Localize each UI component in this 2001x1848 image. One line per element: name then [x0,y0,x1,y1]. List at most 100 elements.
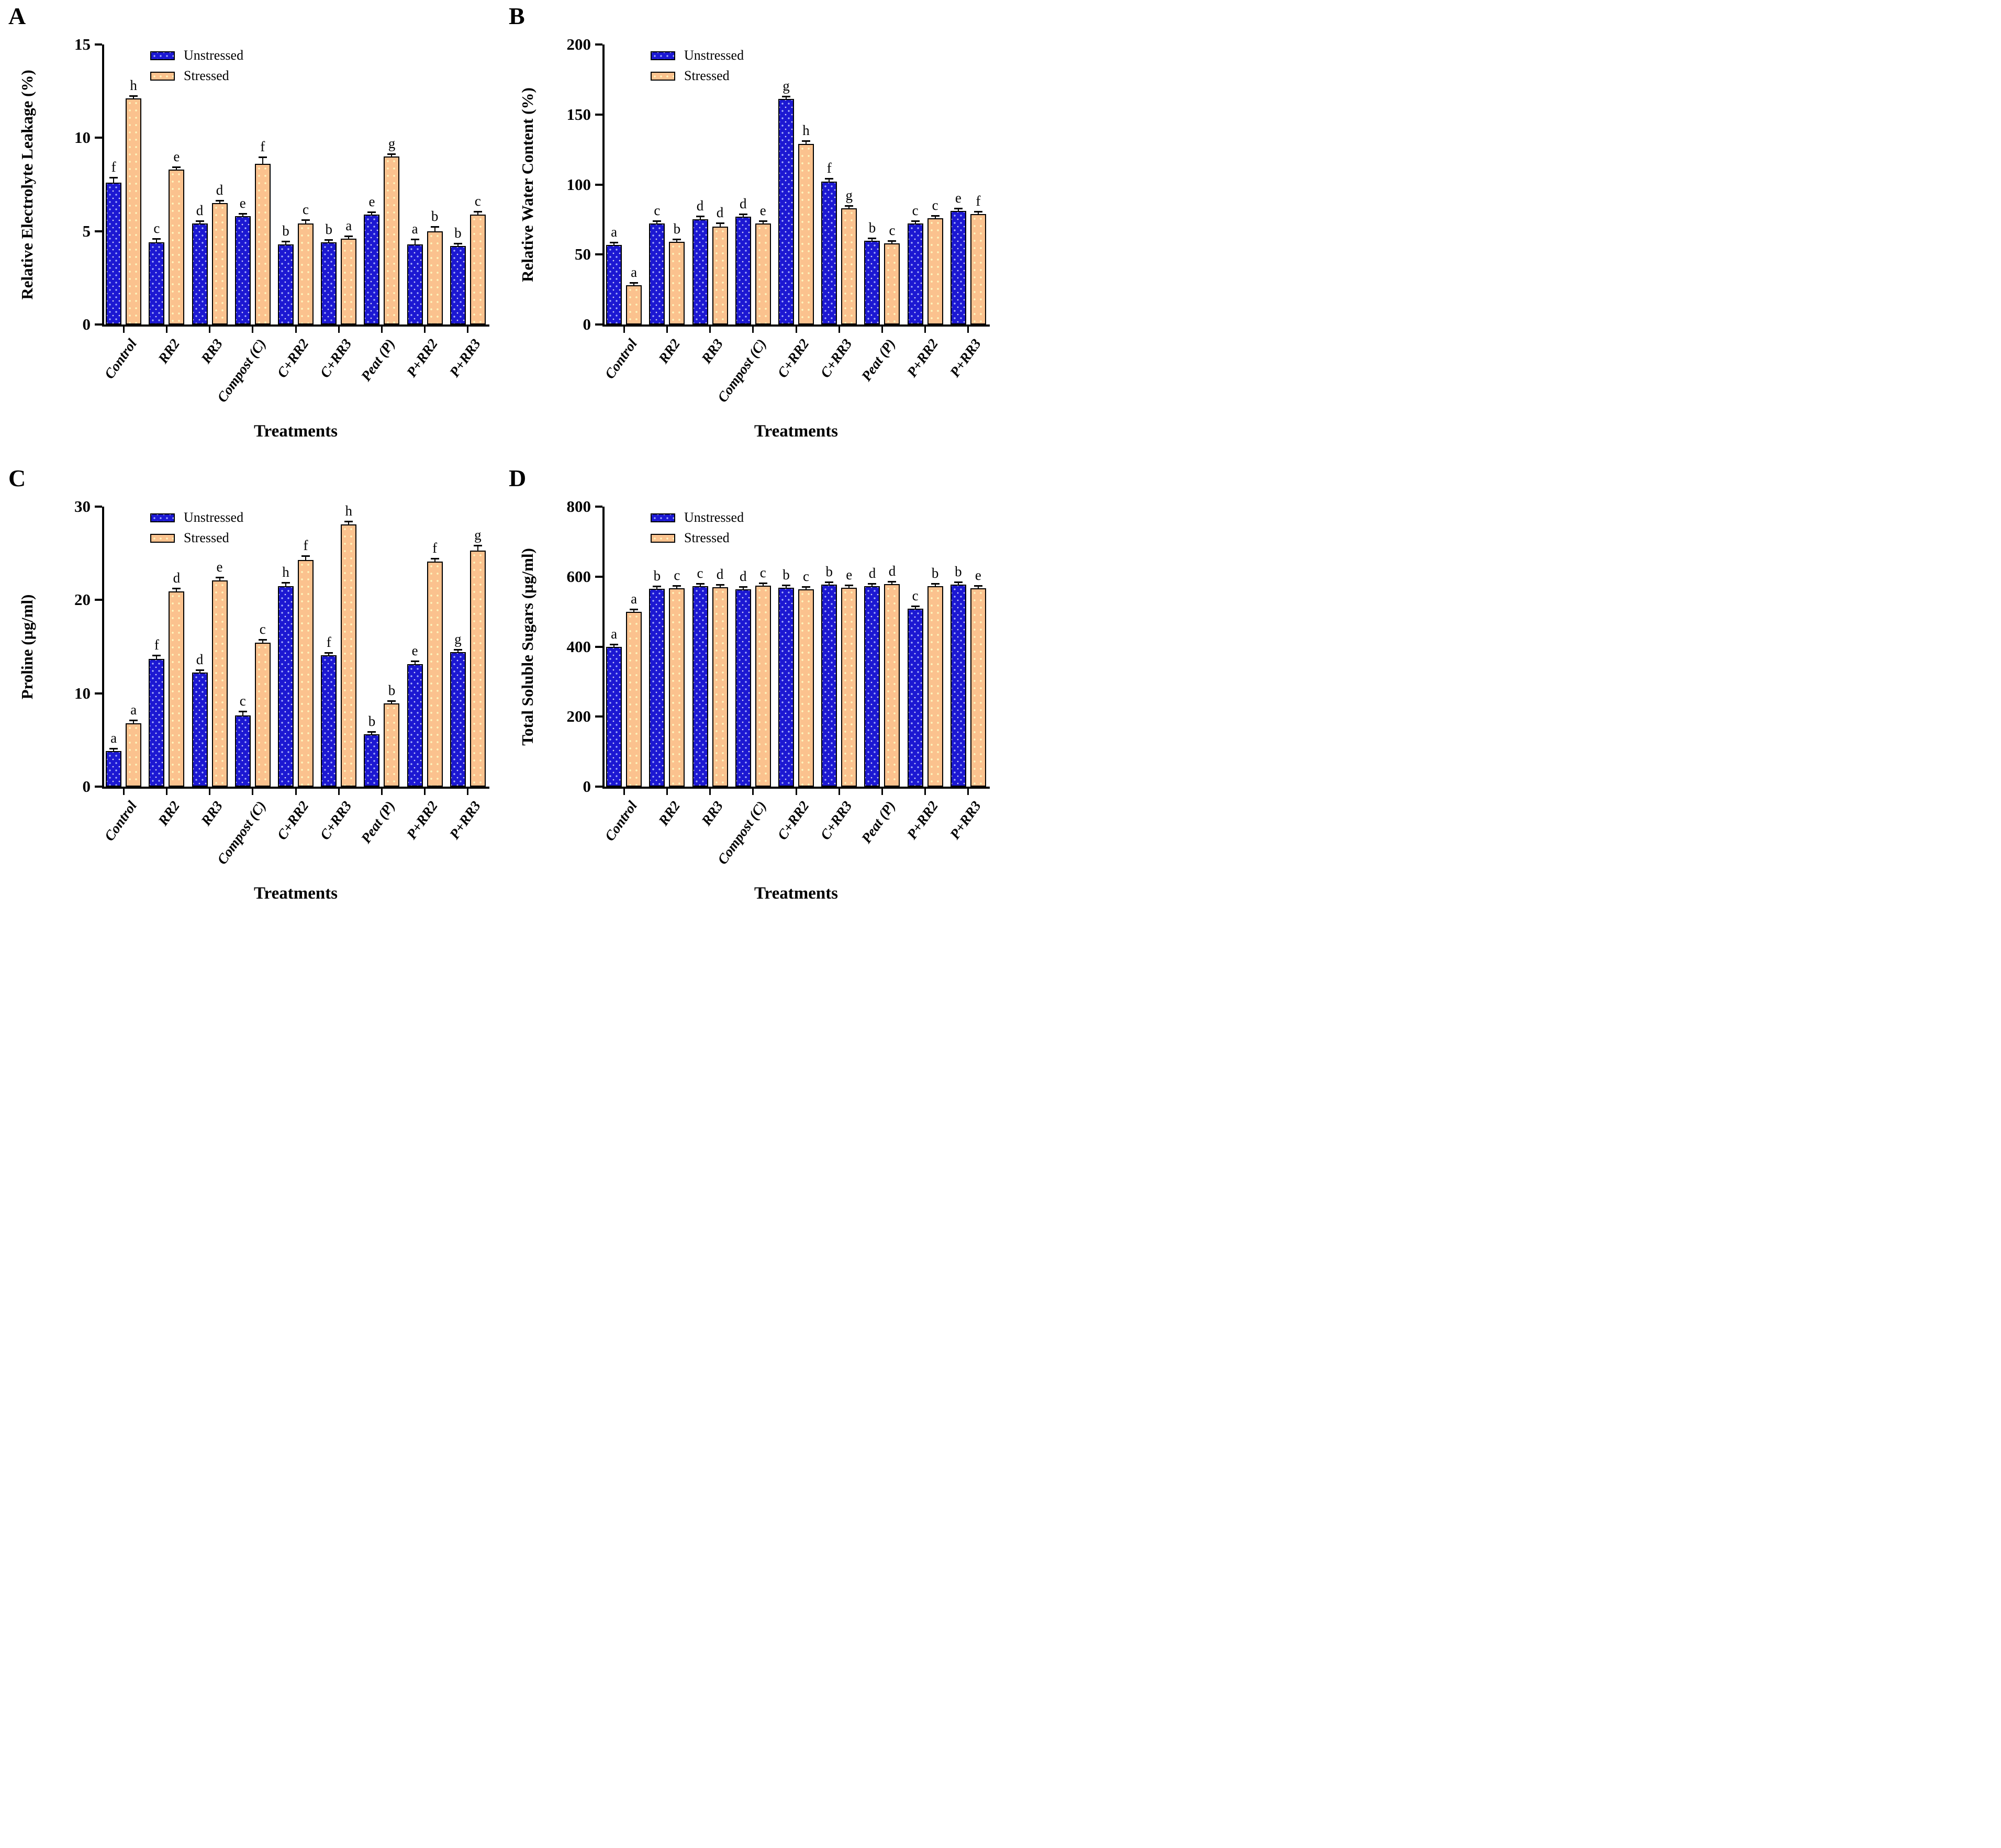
error-bar-stem [613,644,615,647]
error-bar-cap [430,226,439,228]
significance-letter: c [697,565,703,581]
error-bar-stem [914,221,916,224]
bar-stressed [211,203,228,324]
error-bar-stem [891,241,893,243]
error-bar-stem [328,240,330,243]
bar-stressed [341,238,357,324]
error-bar-stem [457,650,459,653]
panel-d: 0 200 400 600 800 Control a a RR2 b c RR3 c d Compost … [500,462,1001,924]
bar-stressed [427,562,443,787]
plot-area-a: 0 5 10 15 Control f h RR2 c e RR3 d d Compost (C) e f C+… [0,0,500,462]
y-tick-mark [95,137,102,139]
y-tick-mark [95,786,102,788]
x-tick-label: C+RR2 [774,798,812,843]
plot-area-c: 0 10 20 30 Control a a RR2 f d RR3 d e Compost (C) c c C… [0,462,500,924]
error-bar-cap [974,585,982,587]
bar-stressed [469,550,486,787]
legend-item-unstressed: Unstressed [651,510,744,525]
legend-item-stressed: Stressed [651,530,744,546]
error-bar-cap [974,210,982,212]
x-tick-label: RR3 [198,798,226,828]
error-bar-stem [457,244,459,247]
error-bar-cap [758,583,767,585]
significance-letter: e [846,567,853,583]
x-tick-mark [838,327,840,333]
legend: Unstressed Stressed [150,48,243,88]
unstressed-swatch-icon [651,513,675,522]
error-bar-stem [871,584,873,586]
legend-label: Unstressed [184,510,244,525]
x-tick-mark [295,327,297,333]
error-bar-cap [868,583,877,585]
bar-unstressed [106,182,122,324]
bar-unstressed [907,609,923,787]
significance-letter: b [931,565,939,581]
error-bar-stem [762,584,764,586]
significance-letter: f [326,634,331,650]
x-tick-label: C+RR2 [774,336,812,381]
bar-stressed [712,587,728,787]
significance-letter: f [154,637,159,653]
error-bar-stem [633,609,635,612]
error-bar-cap [888,581,897,583]
x-axis-line [602,324,990,327]
x-tick-mark [623,327,625,333]
significance-letter: e [239,195,246,211]
x-tick-label: RR3 [698,798,726,828]
y-tick-label: 20 [74,590,91,609]
significance-letter: e [955,190,962,206]
bar-stressed [626,611,642,787]
legend-item-stressed: Stressed [651,68,744,84]
error-bar-stem [977,586,979,588]
bar-unstressed [606,244,622,324]
y-tick-label: 0 [583,777,591,796]
stressed-swatch-icon [651,71,675,81]
x-tick-mark [381,789,383,795]
error-bar-cap [453,649,462,651]
significance-letter: b [388,682,396,699]
significance-letter: b [368,713,376,730]
significance-letter: g [474,527,482,543]
x-tick-mark [623,789,625,795]
x-tick-label: RR2 [154,798,183,828]
x-tick-mark [924,789,926,795]
error-bar-stem [414,239,416,244]
y-tick-mark [595,786,602,788]
error-bar-cap [673,239,681,241]
error-bar-stem [806,141,807,144]
error-bar-stem [957,209,959,211]
x-tick-mark [881,327,883,333]
x-tick-mark [838,789,840,795]
significance-letter: g [454,631,462,647]
significance-letter: d [888,563,896,579]
bar-stressed [884,243,900,324]
x-tick-mark [209,789,211,795]
bar-unstressed [192,673,208,787]
x-tick-label: P+RR2 [403,336,441,380]
error-bar-cap [387,700,396,702]
x-tick-mark [165,789,167,795]
significance-letter: b [782,567,790,583]
legend-item-unstressed: Unstressed [150,48,243,63]
error-bar-cap [845,585,854,587]
x-tick-label: C+RR2 [274,336,312,381]
panel-c: 0 10 20 30 Control a a RR2 f d RR3 d e Compost (C) c c C… [0,462,500,924]
error-bar-stem [285,583,286,586]
bar-stressed [384,703,400,787]
bar-stressed [169,169,185,324]
error-bar-stem [829,583,830,585]
x-tick-mark [338,789,340,795]
bar-stressed [755,586,771,787]
unstressed-swatch-icon [150,51,175,60]
error-bar-stem [848,586,850,588]
x-tick-label: C+RR3 [317,798,355,843]
error-bar-stem [414,662,416,665]
legend: Unstressed Stressed [651,48,744,88]
error-bar-stem [305,220,306,224]
x-tick-label: RR3 [198,336,226,366]
error-bar-stem [199,221,200,224]
x-tick-label: Peat (P) [357,336,398,384]
x-tick-mark [666,327,668,333]
error-bar-cap [344,521,353,523]
bar-stressed [254,643,271,787]
